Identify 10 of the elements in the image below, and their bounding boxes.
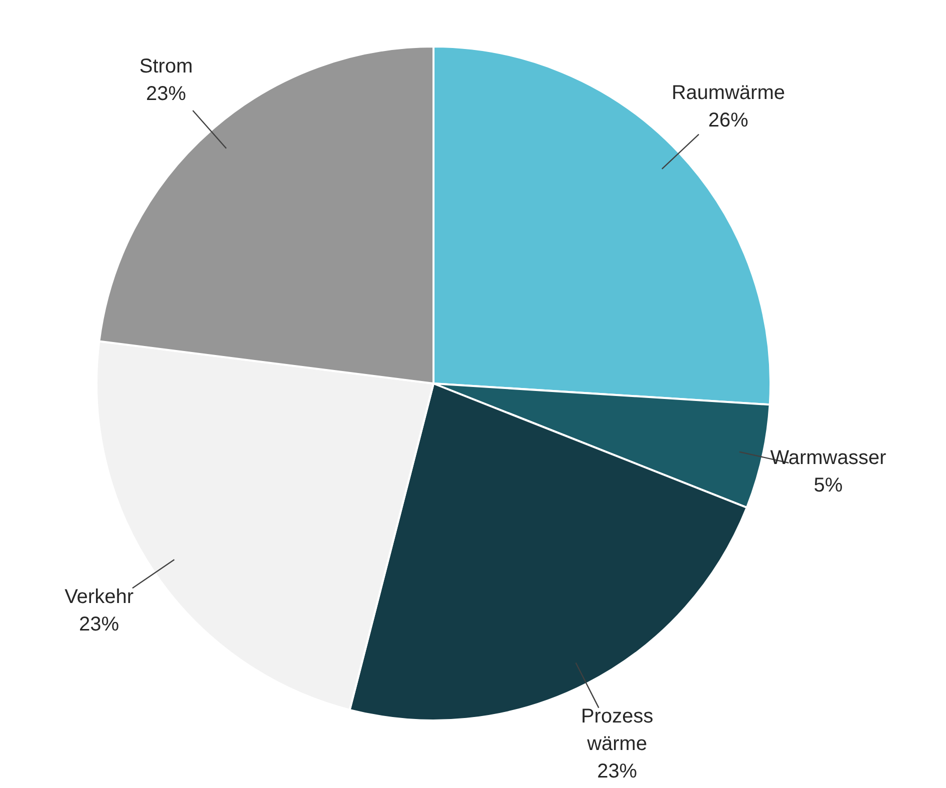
data-label: 5% bbox=[814, 474, 843, 496]
data-label: 23% bbox=[79, 614, 120, 636]
slice-label: Prozess wärme bbox=[580, 705, 654, 755]
data-label: 23% bbox=[146, 82, 186, 105]
slice-label: Strom bbox=[139, 55, 193, 78]
data-label: 23% bbox=[597, 760, 638, 782]
data-label: 26% bbox=[708, 109, 749, 132]
slice-label: Verkehr bbox=[64, 586, 134, 608]
slice-label: Warmwasser bbox=[770, 446, 886, 469]
slice-label: Raumwärme bbox=[672, 82, 785, 104]
